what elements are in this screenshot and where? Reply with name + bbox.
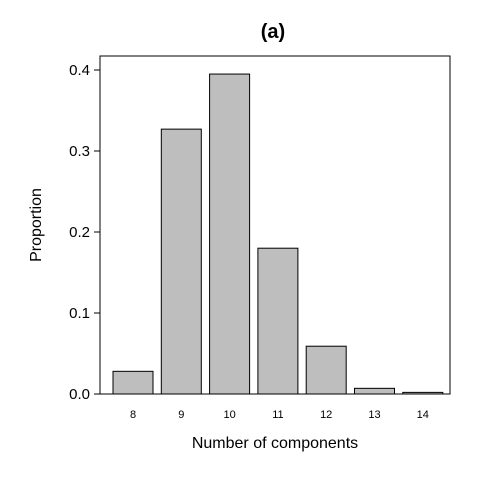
y-tick-label: 0.3 [69,143,90,160]
x-tick-label: 13 [368,409,380,421]
x-tick-label: 8 [130,409,136,421]
bars [112,73,444,395]
x-tick-label: 14 [417,409,429,421]
y-tick-label: 0.0 [69,386,90,403]
bar-8 [112,370,154,395]
x-tick-label: 12 [320,409,332,421]
x-tick-label: 9 [178,409,184,421]
bar-13 [354,387,395,395]
x-tick-label: 10 [223,409,235,421]
y-tick-label: 0.2 [69,224,90,241]
y-axis: 0.0 0.1 0.2 0.3 0.4 [69,62,100,403]
plot-frame [99,55,451,395]
chart-title: (a) [261,21,285,43]
x-axis: 8 9 10 11 12 13 14 [130,409,429,421]
y-axis-label: Proportion [28,188,45,262]
x-tick-label: 11 [272,409,283,421]
bar-10 [209,73,251,395]
y-tick-label: 0.1 [69,305,90,322]
bar-12 [305,345,347,395]
bar-11 [257,247,299,395]
bar-9 [160,128,202,395]
x-axis-label: Number of components [192,435,358,452]
y-tick-label: 0.4 [69,62,90,79]
